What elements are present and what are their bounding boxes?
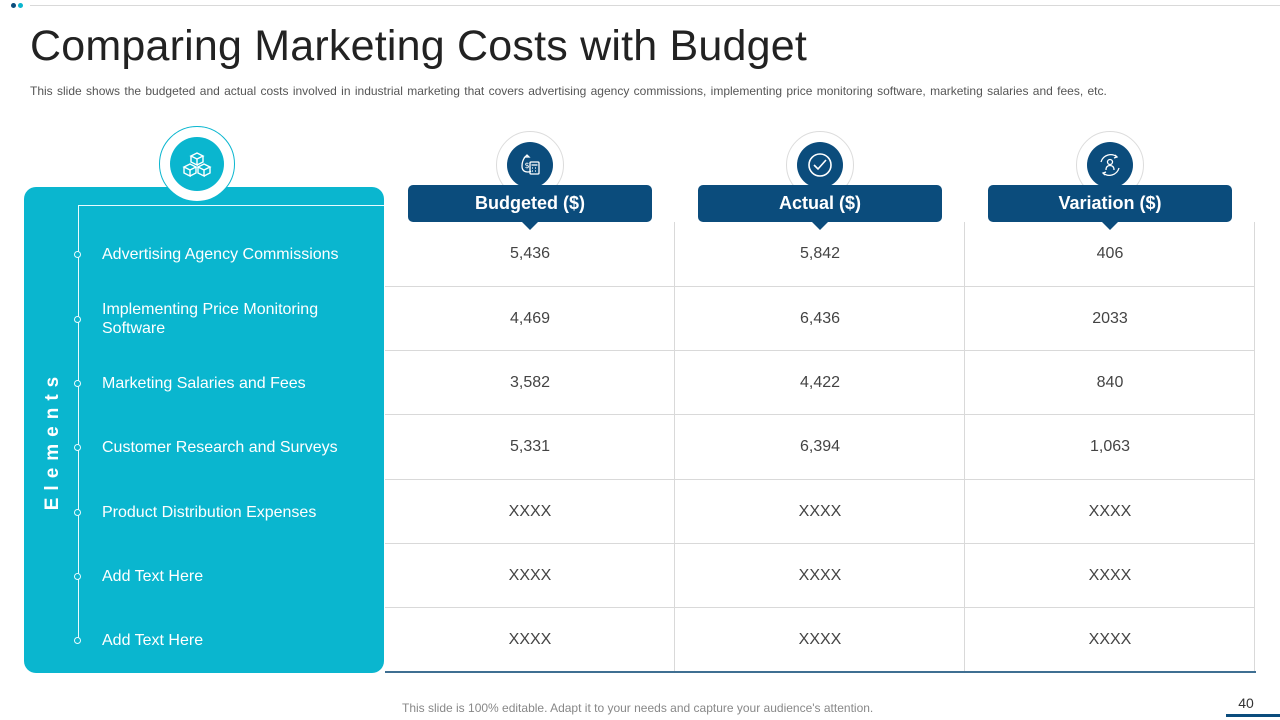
cell-budgeted: 5,331 [509, 438, 551, 455]
timeline-node [74, 637, 81, 644]
timeline-node [74, 316, 81, 323]
row-label: Product Distribution Expenses [102, 504, 317, 521]
timeline-top-line [78, 205, 384, 206]
boxes-icon [182, 152, 212, 178]
cell-actual: 5,842 [799, 245, 841, 262]
cell-actual: XXXX [798, 503, 842, 520]
svg-text:$: $ [525, 161, 530, 170]
decor-dot [11, 3, 16, 8]
elements-panel [24, 187, 384, 673]
cell-actual: XXXX [798, 567, 842, 584]
footer-note: This slide is 100% editable. Adapt it to… [402, 701, 874, 715]
cell-variation: XXXX [1088, 503, 1132, 520]
cell-budgeted: 3,582 [509, 374, 551, 391]
row-label: Add Text Here [102, 632, 204, 649]
page-number-bar [1226, 714, 1280, 717]
header-variation: Variation ($) [988, 185, 1232, 230]
grid-line [1254, 222, 1255, 672]
cell-budgeted: 5,436 [509, 245, 551, 262]
cell-variation: 1,063 [1089, 438, 1131, 455]
top-rule [30, 5, 1280, 6]
decor-dot [18, 3, 23, 8]
cell-variation: XXXX [1088, 631, 1132, 648]
timeline-node [74, 380, 81, 387]
grid-line [674, 222, 675, 672]
cell-budgeted: XXXX [508, 503, 552, 520]
grid-line [385, 543, 1255, 544]
cell-actual: XXXX [798, 631, 842, 648]
header-budgeted: Budgeted ($) [408, 185, 652, 230]
cell-budgeted: 4,469 [509, 310, 551, 327]
cell-variation: 2033 [1092, 310, 1128, 327]
row-label: Marketing Salaries and Fees [102, 375, 306, 392]
timeline-node [74, 509, 81, 516]
grid-line [385, 479, 1255, 480]
cell-actual: 6,436 [799, 310, 841, 327]
checkmark-icon [808, 153, 832, 177]
cell-budgeted: XXXX [508, 567, 552, 584]
page-number: 40 [1238, 695, 1254, 711]
elements-vertical-label: Elements [42, 369, 63, 511]
person-cycle-icon [1100, 154, 1120, 176]
row-label: Advertising Agency Commissions [102, 246, 339, 263]
cell-actual: 6,394 [799, 438, 841, 455]
grid-line [385, 350, 1255, 351]
timeline-line [78, 206, 79, 643]
grid-line [385, 607, 1255, 608]
cell-variation: 406 [1096, 245, 1124, 262]
page-title: Comparing Marketing Costs with Budget [30, 22, 807, 70]
row-label: Implementing Price Monitoring Software [102, 301, 319, 337]
grid-line [964, 222, 965, 672]
timeline-node [74, 573, 81, 580]
grid-line [385, 414, 1255, 415]
elements-icon-ring [159, 126, 235, 202]
money-calculator-icon: $ [521, 154, 540, 175]
cell-variation: 840 [1096, 374, 1124, 391]
row-label: Add Text Here [102, 568, 204, 585]
page-subtitle: This slide shows the budgeted and actual… [30, 84, 1107, 98]
row-label: Customer Research and Surveys [102, 439, 338, 456]
table-bottom-rule [385, 671, 1256, 673]
timeline-node [74, 251, 81, 258]
cell-actual: 4,422 [799, 374, 841, 391]
timeline-node [74, 444, 81, 451]
grid-line [385, 286, 1255, 287]
header-actual: Actual ($) [698, 185, 942, 230]
cell-variation: XXXX [1088, 567, 1132, 584]
cell-budgeted: XXXX [508, 631, 552, 648]
